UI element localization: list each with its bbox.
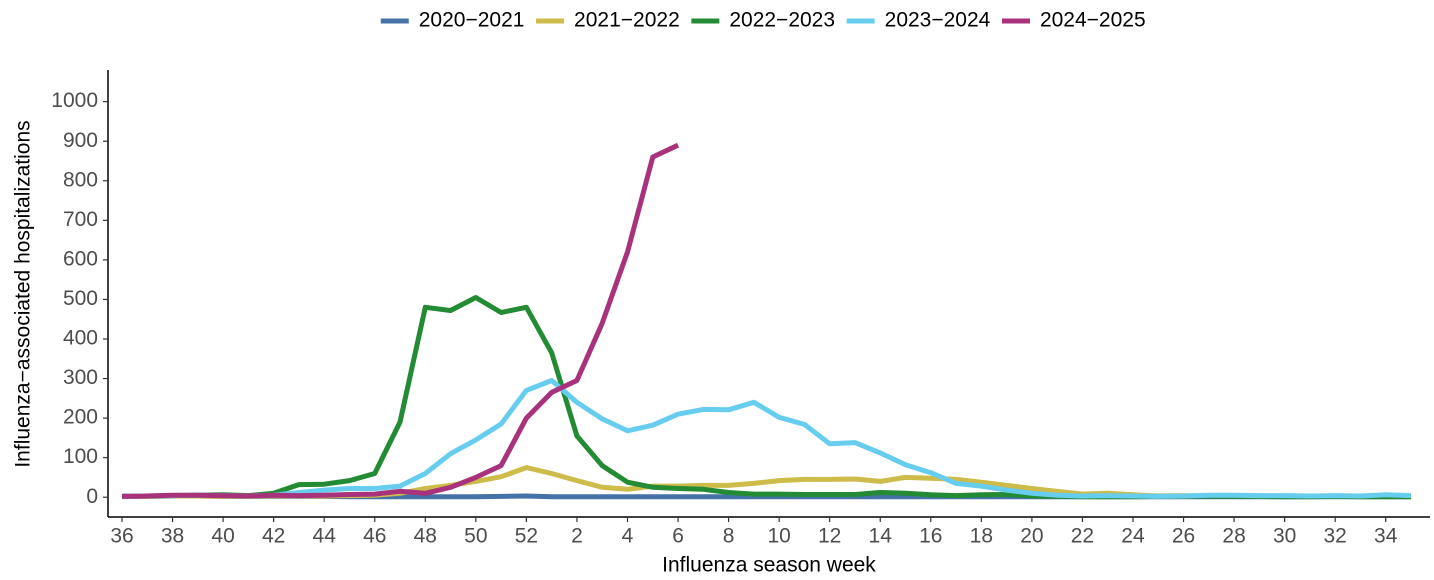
y-tick-label: 600 [63,247,98,270]
y-tick-label: 200 [63,406,98,429]
x-tick-label: 16 [919,525,942,548]
y-tick-label: 400 [63,327,98,350]
x-tick-label: 20 [1020,525,1043,548]
x-tick-label: 26 [1172,525,1195,548]
x-tick-label: 36 [110,525,133,548]
legend-text: 2024−2025 [1040,9,1146,32]
y-tick-label: 900 [63,129,98,152]
x-tick-label: 32 [1323,525,1346,548]
x-tick-label: 50 [464,525,487,548]
x-tick-label: 24 [1121,525,1145,548]
y-tick-label: 800 [63,168,98,191]
x-tick-label: 48 [414,525,437,548]
y-tick-label: 700 [63,208,98,231]
y-tick-label: 500 [63,287,98,310]
x-tick-label: 18 [970,525,993,548]
y-tick-label: 1000 [51,89,98,112]
x-tick-label: 8 [723,525,735,548]
legend-text: 2021−2022 [574,9,680,32]
legend-text: 2022−2023 [729,9,835,32]
x-tick-label: 12 [818,525,841,548]
x-tick-label: 44 [313,525,337,548]
x-tick-label: 42 [262,525,285,548]
x-tick-label: 10 [767,525,790,548]
legend-text: 2020−2021 [419,9,525,32]
legend-text: 2023−2024 [885,9,991,32]
x-tick-label: 6 [672,525,684,548]
x-tick-label: 2 [571,525,583,548]
x-tick-label: 28 [1222,525,1245,548]
line-series [121,295,1411,500]
x-tick-label: 46 [363,525,386,548]
y-tick-label: 300 [63,366,98,389]
x-tick-label: 34 [1374,525,1398,548]
x-axis-title: Influenza season week [662,554,876,577]
x-tick-label: 4 [622,525,634,548]
line-series [121,378,1412,499]
x-tick-label: 30 [1273,525,1296,548]
x-tick-label: 52 [515,525,538,548]
y-tick-label: 0 [86,485,98,508]
x-tick-label: 22 [1071,525,1094,548]
x-tick-label: 38 [161,525,184,548]
line-series [121,142,680,499]
y-tick-label: 100 [63,445,98,468]
x-tick-label: 14 [869,525,893,548]
y-axis-title: Influenza−associated hospitalizations [12,120,35,467]
x-tick-label: 40 [211,525,234,548]
